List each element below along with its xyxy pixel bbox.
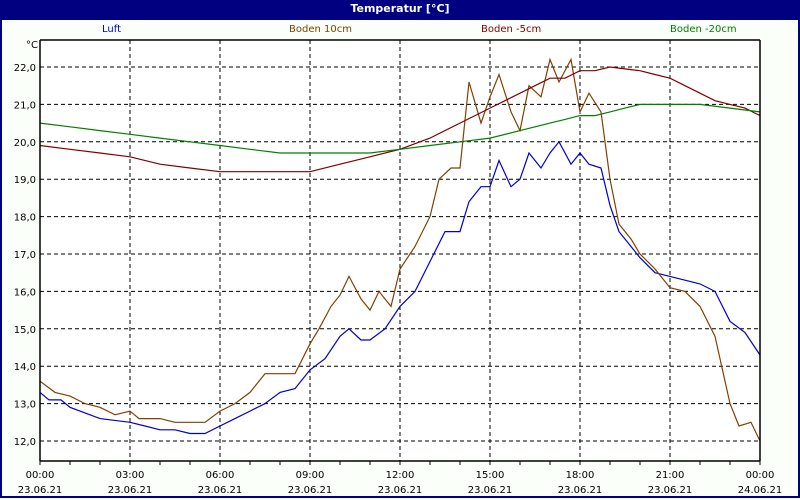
x-tick-time: 09:00 (296, 470, 325, 481)
y-tick-label: 13,0 (14, 400, 36, 411)
y-tick-label: 19,0 (14, 175, 36, 186)
y-tick-label: 14,0 (14, 362, 36, 373)
series-boden--20cm (39, 103, 761, 154)
x-tick-date: 23.06.21 (288, 485, 333, 496)
x-tick-time: 03:00 (116, 470, 145, 481)
x-tick-time: 15:00 (476, 470, 505, 481)
y-tick-label: 17,0 (14, 250, 36, 261)
legend-item-0: Luft (102, 24, 121, 35)
x-tick-time: 00:00 (26, 470, 55, 481)
x-tick-time: 21:00 (656, 470, 685, 481)
x-tick-date: 23.06.21 (108, 485, 153, 496)
y-tick-label: 12,0 (14, 437, 36, 448)
x-tick-date: 23.06.21 (468, 485, 513, 496)
y-tick-label: 21,0 (14, 100, 36, 111)
x-tick-time: 06:00 (206, 470, 235, 481)
x-tick-time: 18:00 (566, 470, 595, 481)
legend-item-2: Boden -5cm (481, 24, 542, 35)
y-tick-label: 15,0 (14, 325, 36, 336)
y-tick-label: 16,0 (14, 287, 36, 298)
y-unit-label: °C (26, 40, 38, 51)
x-tick-time: 00:00 (746, 470, 775, 481)
legend-item-3: Boden -20cm (670, 24, 737, 35)
series-luft (39, 140, 761, 435)
x-tick-date: 23.06.21 (648, 485, 693, 496)
x-tick-time: 12:00 (386, 470, 415, 481)
series-boden-10cm (39, 57, 761, 442)
x-tick-date: 24.06.21 (738, 485, 783, 496)
y-tick-label: 18,0 (14, 213, 36, 224)
chart-title: Temperatur [°C] (0, 0, 800, 20)
y-tick-label: 22,0 (14, 63, 36, 74)
x-tick-date: 23.06.21 (198, 485, 243, 496)
x-tick-date: 23.06.21 (18, 485, 63, 496)
y-tick-label: 20,0 (14, 138, 36, 149)
x-tick-date: 23.06.21 (378, 485, 423, 496)
x-tick-date: 23.06.21 (558, 485, 603, 496)
series-boden--5cm (39, 66, 761, 173)
legend-item-1: Boden 10cm (289, 24, 352, 35)
